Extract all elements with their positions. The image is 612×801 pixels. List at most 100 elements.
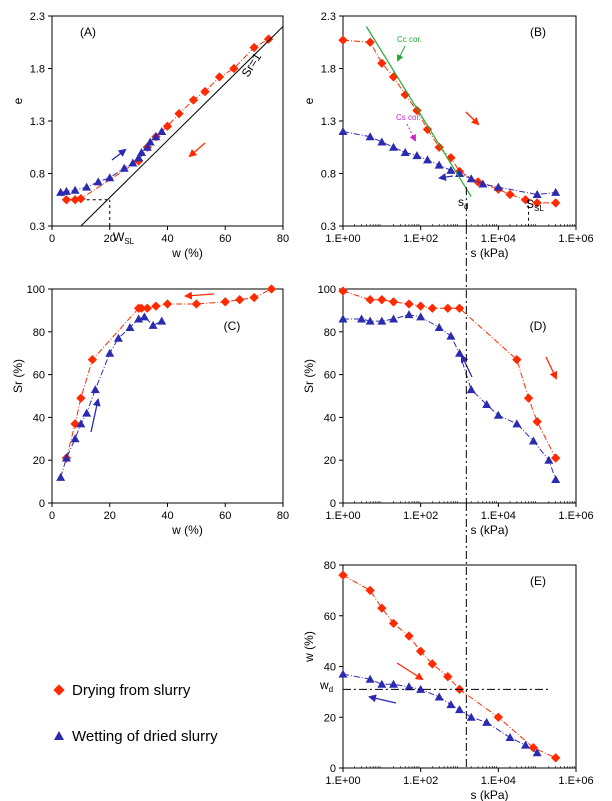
panel-d-drying-point	[404, 299, 414, 309]
panel-d-ytick-label: 20	[324, 455, 336, 467]
panel-c-wetting-point	[139, 312, 149, 321]
panel-a-wetting-point	[137, 148, 147, 156]
panel-c-drying-point	[191, 299, 202, 309]
panel-c-drying-point	[249, 292, 259, 303]
panel-b-wetting-point	[412, 151, 422, 160]
panel-e-ytick-label: 80	[324, 560, 336, 572]
panel-e-wetting-point	[377, 679, 387, 688]
panel-d-xtick-label: 1.E+00	[325, 510, 360, 522]
panel-a-wetting-point	[119, 163, 129, 172]
panel-e-wetting-point	[455, 705, 464, 714]
panel-a-ytick-label: 0.3	[30, 221, 45, 233]
panel-c-drying-point	[162, 299, 173, 309]
panel-c-wetting-point	[61, 453, 71, 462]
panel-c-label: (C)	[224, 319, 241, 333]
panel-b-drying-point	[422, 124, 433, 135]
panel-b-xtick-label: 1.E+04	[481, 233, 516, 245]
panel-e-chart: 1.E+00 1.E+02 1.E+04 1.E+06 0 20 40 60 80 s (kPa)…	[302, 503, 594, 801]
panel-e-ytick-label: 20	[324, 712, 336, 724]
panel-d-ytick-label: 80	[324, 327, 336, 339]
panel-e-wetting-point	[416, 684, 426, 693]
panel-c-wetting-point	[90, 385, 100, 394]
panel-b-drying-arrow	[465, 111, 480, 126]
panel-e-wetting-point	[466, 712, 476, 721]
panel-c-ytick-label: 80	[33, 327, 45, 339]
panel-c-wetting-point	[70, 434, 80, 443]
panel-a-xtick-label: 60	[219, 233, 231, 245]
panel-c-wetting-point	[76, 419, 86, 428]
panel-e-series-wetting-line	[342, 673, 538, 754]
panel-e-wetting-arrow	[368, 694, 397, 704]
panel-b-wetting-point	[446, 165, 456, 174]
panel-d-drying-point	[551, 453, 561, 463]
panel-e-wetting-point	[404, 682, 414, 691]
panel-d-wetting-point	[389, 314, 399, 323]
panel-d-label: (D)	[530, 319, 547, 333]
panel-e-ytick-label: 60	[324, 611, 336, 623]
panel-a-drying-point	[200, 86, 210, 97]
panel-d-wetting-point	[446, 331, 456, 340]
panel-e-label: (E)	[530, 574, 546, 588]
panel-d-xtick-label: 1.E+04	[481, 510, 516, 522]
sd-label: sd	[458, 195, 468, 211]
panel-e-drying-point	[338, 570, 348, 580]
legend: Drying from slurry Wetting of dried slur…	[53, 682, 218, 745]
panel-a-wetting-point	[145, 137, 155, 146]
panel-c-drying-point	[142, 303, 152, 313]
panel-b-wetting-arrow	[438, 173, 454, 182]
panel-c-drying-point	[87, 354, 98, 365]
panel-c-series-drying-line	[65, 288, 272, 459]
panel-b-cc-arrow	[397, 45, 406, 62]
panel-a-drying-point	[162, 121, 173, 131]
panel-b-wetting-point	[532, 190, 542, 198]
panel-b-wetting-point	[400, 148, 410, 156]
panel-b-xlabel: s (kPa)	[470, 246, 508, 260]
panel-a-ytick-label: 2.3	[30, 11, 45, 23]
panel-b-ylabel: e	[302, 97, 316, 104]
panel-d-wetting-point	[493, 410, 503, 419]
panel-d-ytick-label: 100	[318, 284, 336, 296]
panel-b-ytick-label: 0.3	[321, 221, 336, 233]
panel-b-drying-point	[338, 35, 348, 45]
panel-c-ylabel: Sr (%)	[11, 359, 25, 393]
panel-a-drying-point	[249, 42, 259, 53]
panel-a-wetting-point	[61, 186, 71, 195]
panel-b-xtick-label: 1.E+06	[558, 233, 593, 245]
panel-b-drying-point	[551, 198, 561, 208]
panel-b-wetting-point	[493, 182, 503, 191]
panel-a-wetting-point	[128, 158, 138, 167]
panel-d-wetting-point	[434, 323, 444, 332]
legend-wetting-label: Wetting of dried slurry	[72, 728, 218, 745]
panel-a-xtick-label: 20	[104, 233, 116, 245]
panel-b-ytick-label: 0.8	[321, 169, 336, 181]
panel-d-wetting-point	[404, 310, 414, 319]
panel-d-ylabel: Sr (%)	[302, 359, 316, 393]
panel-b-cs-arrow	[406, 123, 416, 142]
cc-correction-label: Cc cor.	[397, 35, 422, 44]
panel-d-drying-point	[443, 303, 453, 313]
panel-a-xtick-label: 80	[277, 233, 289, 245]
panel-e-ytick-label: 40	[324, 662, 336, 674]
panel-a-drying-arrow	[188, 142, 206, 158]
panel-b-wetting-point	[423, 155, 433, 164]
panel-e-drying-point	[365, 585, 375, 596]
ssl-label: SSL	[526, 197, 544, 213]
panel-e-wetting-point	[389, 679, 399, 688]
panel-b-drying-point	[520, 195, 531, 205]
panel-d-wetting-point	[528, 436, 538, 445]
panel-a-ytick-label: 0.8	[30, 169, 45, 181]
panel-c-ytick-label: 60	[33, 370, 45, 382]
panel-e-ylabel: w (%)	[302, 631, 316, 663]
panel-d-wetting-arrow	[460, 354, 473, 378]
panel-e-drying-point	[415, 646, 426, 656]
panel-c-drying-point	[220, 297, 230, 307]
panel-d-wetting-point	[338, 314, 348, 323]
panel-c-drying-point	[136, 303, 147, 313]
panel-b-drying-point	[377, 58, 387, 68]
panel-d-xlabel: s (kPa)	[470, 523, 508, 537]
legend-drying-label: Drying from slurry	[72, 682, 191, 699]
panel-e-wetting-point	[365, 674, 375, 683]
panel-b-series-wetting-line	[342, 131, 556, 196]
panel-b-drying-point	[505, 189, 515, 200]
panel-d-frame	[342, 288, 577, 504]
